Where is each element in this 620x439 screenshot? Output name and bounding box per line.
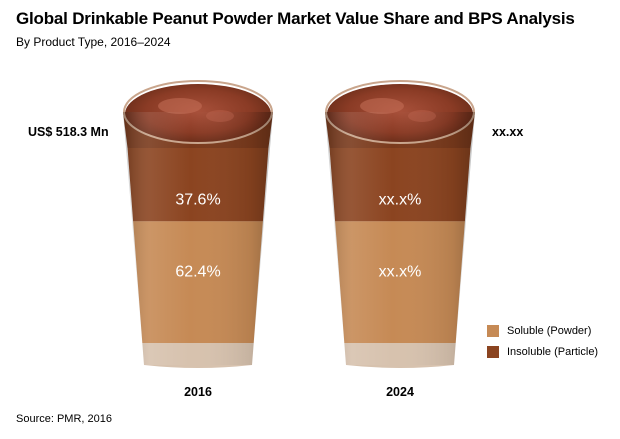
label-soluble-2024: xx.x% xyxy=(379,263,422,280)
tick-label-2024: 2024 xyxy=(386,385,414,399)
legend-swatch-insoluble xyxy=(487,346,499,358)
legend-item-soluble: Soluble (Powder) xyxy=(487,322,598,340)
chart-title: Global Drinkable Peanut Powder Market Va… xyxy=(16,9,575,28)
glass-2024-icon xyxy=(325,80,475,368)
legend-label-insoluble: Insoluble (Particle) xyxy=(507,346,599,358)
market-value-2016: US$ 518.3 Mn xyxy=(28,125,109,139)
foam-highlight-2024 xyxy=(360,98,404,114)
glass-2016-icon xyxy=(123,80,273,368)
legend-label-soluble: Soluble (Powder) xyxy=(507,325,592,337)
foam-highlight-2016 xyxy=(158,98,202,114)
market-value-2024: xx.xx xyxy=(492,125,524,139)
source-note: Source: PMR, 2016 xyxy=(16,413,112,425)
tick-label-2016: 2016 xyxy=(184,385,212,399)
label-insoluble-2024: xx.x% xyxy=(379,192,422,209)
label-insoluble-2016: 37.6% xyxy=(175,192,220,209)
glass-shade-2016 xyxy=(123,112,273,365)
legend-item-insoluble: Insoluble (Particle) xyxy=(487,343,598,361)
legend-swatch-soluble xyxy=(487,325,499,337)
label-soluble-2016: 62.4% xyxy=(175,263,220,280)
legend: Soluble (Powder) Insoluble (Particle) xyxy=(487,322,598,364)
glass-shade-2024 xyxy=(325,112,475,365)
chart-subtitle: By Product Type, 2016–2024 xyxy=(16,35,171,49)
